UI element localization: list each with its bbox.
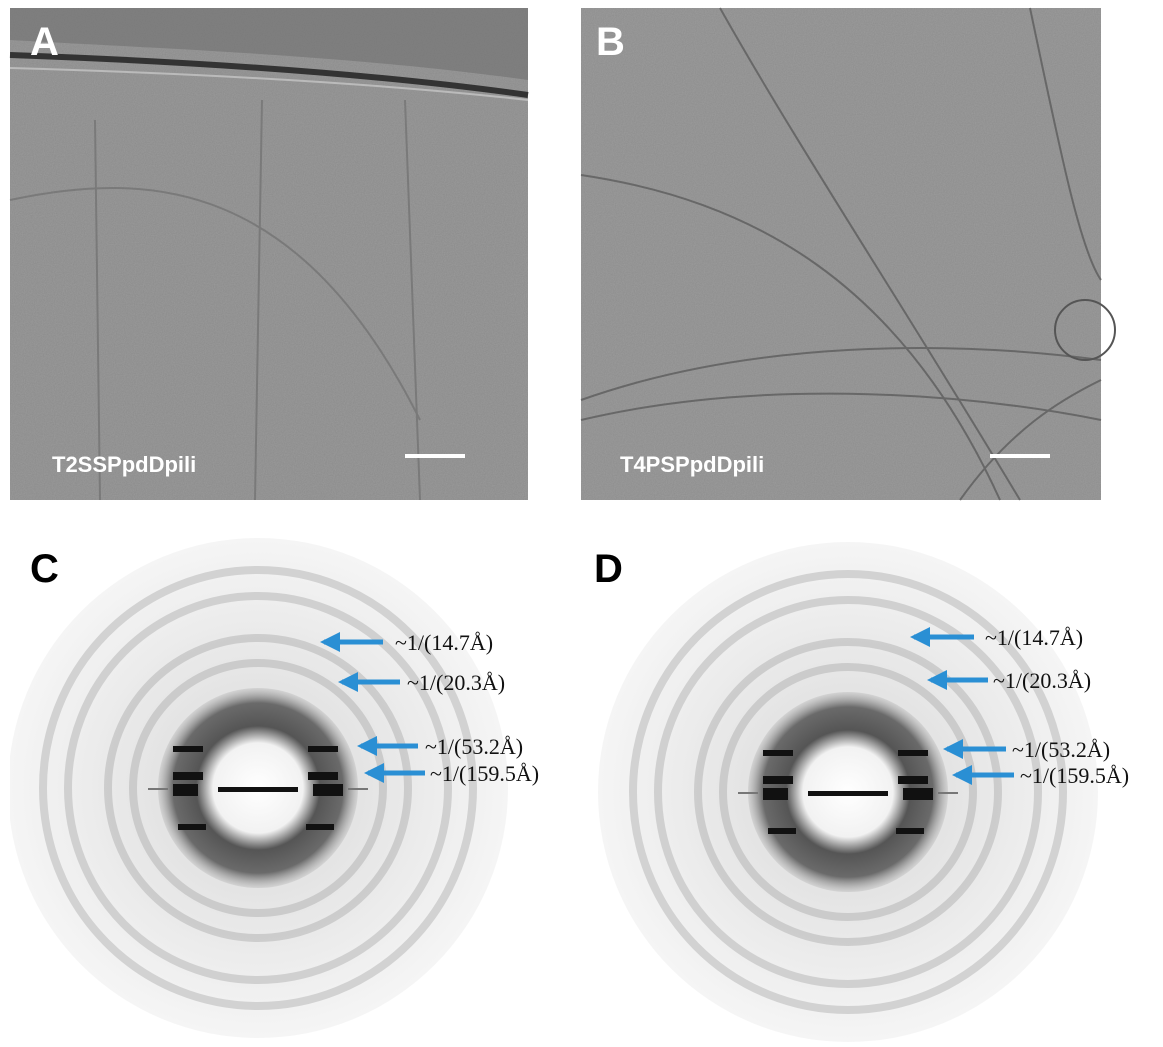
- annotation: ~1/(20.3Å): [993, 668, 1091, 693]
- panel-label: A: [30, 20, 59, 64]
- annotation: ~1/(159.5Å): [430, 761, 539, 786]
- caption: T4PSPpdDpili: [620, 452, 764, 477]
- micrograph-b: [581, 8, 1115, 500]
- panel-label: D: [594, 547, 623, 591]
- panel-label: B: [596, 20, 625, 64]
- annotation: ~1/(53.2Å): [1012, 737, 1110, 762]
- annotation: ~1/(159.5Å): [1020, 763, 1129, 788]
- caption: T2SSPpdDpili: [52, 452, 196, 477]
- panel-label: C: [30, 547, 59, 591]
- diffraction-c: [8, 538, 508, 1038]
- micrograph-a: [10, 8, 528, 500]
- annotation: ~1/(20.3Å): [407, 670, 505, 695]
- diffraction-d: [598, 542, 1098, 1042]
- figure: A B C D T2SSPpdDpili T4PSPpdDpili ~1/(14…: [0, 0, 1163, 1047]
- annotation: ~1/(14.7Å): [395, 630, 493, 655]
- annotation: ~1/(53.2Å): [425, 734, 523, 759]
- annotation: ~1/(14.7Å): [985, 625, 1083, 650]
